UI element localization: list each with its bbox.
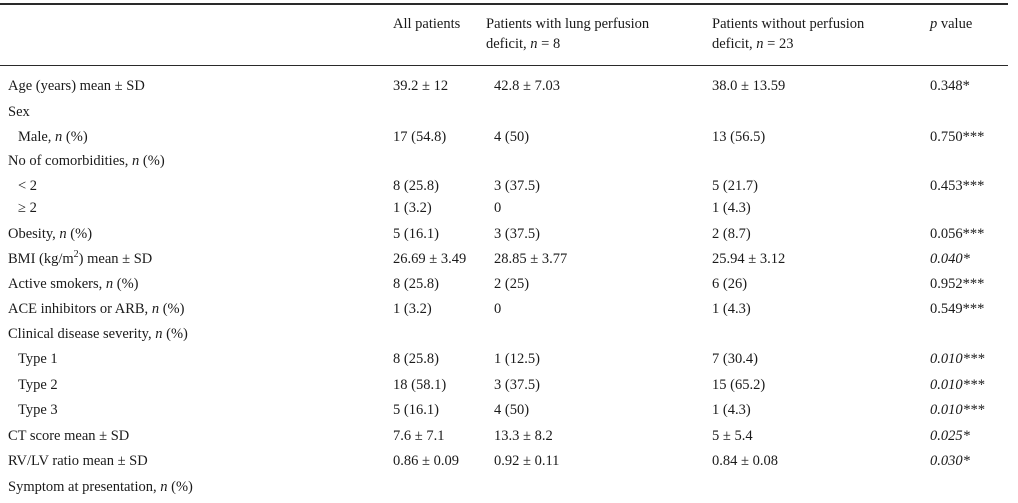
table-row-age: Age (years) mean ± SD 39.2 ± 12 42.8 ± 7… — [0, 75, 1008, 97]
cell-p: 0.750*** — [930, 129, 985, 145]
cell-with: 3 (37.5) — [494, 377, 540, 393]
table-row-ct-score: CT score mean ± SD 7.6 ± 7.1 13.3 ± 8.2 … — [0, 425, 1008, 447]
cell-with: 0 — [494, 301, 502, 317]
row-label: Clinical disease severity, n (%) — [8, 326, 188, 342]
table-row-male: Male, n (%) 17 (54.8) 4 (50) 13 (56.5) 0… — [0, 126, 1008, 148]
row-label: No of comorbidities, n (%) — [8, 153, 165, 169]
cell-without: 38.0 ± 13.59 — [712, 78, 786, 94]
cell-all: 8 (25.8) — [393, 276, 439, 292]
cell-with: 0.92 ± 0.11 — [494, 453, 560, 469]
cell-without: 1 (4.3) — [712, 402, 751, 418]
header-rule — [0, 65, 1008, 66]
table-row-obesity: Obesity, n (%) 5 (16.1) 3 (37.5) 2 (8.7)… — [0, 223, 1008, 245]
cell-with: 28.85 ± 3.77 — [494, 251, 568, 267]
cell-p: 0.453*** — [930, 178, 985, 194]
row-label: ≥ 2 — [18, 200, 37, 216]
cell-with: 4 (50) — [494, 129, 530, 145]
table-row-type-3: Type 3 5 (16.1) 4 (50) 1 (4.3) 0.010*** — [0, 399, 1008, 421]
table-top-rule — [0, 3, 1008, 5]
cell-without: 0.84 ± 0.08 — [712, 453, 778, 469]
cell-p: 0.010*** — [930, 377, 985, 393]
header-all-patients: All patients — [393, 16, 461, 32]
cell-all: 7.6 ± 7.1 — [393, 428, 445, 444]
row-label: Obesity, n (%) — [8, 226, 93, 242]
header-with-line1: Patients with lung perfusion — [486, 16, 650, 32]
cell-with: 3 (37.5) — [494, 226, 540, 242]
table-row-bmi: BMI (kg/m2) mean ± SD 26.69 ± 3.49 28.85… — [0, 248, 1008, 270]
table-row-comorbidities-ge2: ≥ 2 1 (3.2) 0 1 (4.3) — [0, 197, 1008, 219]
cell-with: 2 (25) — [494, 276, 530, 292]
row-label: < 2 — [18, 178, 38, 194]
row-label: Type 1 — [18, 351, 58, 367]
table-row-type-2: Type 2 18 (58.1) 3 (37.5) 15 (65.2) 0.01… — [0, 374, 1008, 396]
table-row-clinical-severity: Clinical disease severity, n (%) — [0, 323, 1008, 345]
row-label: Type 2 — [18, 377, 58, 393]
cell-without: 1 (4.3) — [712, 301, 751, 317]
cell-p: 0.056*** — [930, 226, 985, 242]
table-row-rv-lv-ratio: RV/LV ratio mean ± SD 0.86 ± 0.09 0.92 ±… — [0, 450, 1008, 472]
row-label: Sex — [8, 104, 30, 120]
cell-without: 6 (26) — [712, 276, 748, 292]
header-with-perfusion-deficit: Patients with lung perfusion deficit, n … — [486, 14, 649, 54]
cell-without: 5 (21.7) — [712, 178, 758, 194]
header-without-line1: Patients without perfusion — [712, 16, 865, 32]
row-label: ACE inhibitors or ARB, n (%) — [8, 301, 185, 317]
cell-p: 0.040* — [930, 251, 970, 267]
cell-p: 0.010*** — [930, 402, 985, 418]
row-label: CT score mean ± SD — [8, 428, 130, 444]
table-row-sex: Sex — [0, 101, 1008, 123]
cell-without: 1 (4.3) — [712, 200, 751, 216]
header-without-line2: deficit, n = 23 — [712, 36, 794, 52]
cell-all: 18 (58.1) — [393, 377, 447, 393]
row-label: Active smokers, n (%) — [8, 276, 139, 292]
cell-all: 1 (3.2) — [393, 301, 432, 317]
cell-p: 0.025* — [930, 428, 970, 444]
cell-all: 8 (25.8) — [393, 178, 439, 194]
cell-with: 4 (50) — [494, 402, 530, 418]
table-row-ace-inhibitors: ACE inhibitors or ARB, n (%) 1 (3.2) 0 1… — [0, 298, 1008, 320]
row-label: Age (years) mean ± SD — [8, 78, 145, 94]
cell-all: 0.86 ± 0.09 — [393, 453, 459, 469]
cell-without: 15 (65.2) — [712, 377, 766, 393]
row-label: BMI (kg/m2) mean ± SD — [8, 249, 153, 267]
table-row-type-1: Type 1 8 (25.8) 1 (12.5) 7 (30.4) 0.010*… — [0, 348, 1008, 370]
row-label: RV/LV ratio mean ± SD — [8, 453, 148, 469]
header-without-perfusion-deficit: Patients without perfusion deficit, n = … — [712, 14, 864, 54]
cell-p: 0.549*** — [930, 301, 985, 317]
cell-without: 2 (8.7) — [712, 226, 751, 242]
cell-all: 5 (16.1) — [393, 402, 439, 418]
cell-all: 17 (54.8) — [393, 129, 447, 145]
cell-all: 5 (16.1) — [393, 226, 439, 242]
row-label: Symptom at presentation, n (%) — [8, 479, 193, 495]
cell-p: 0.010*** — [930, 351, 985, 367]
table-row-active-smokers: Active smokers, n (%) 8 (25.8) 2 (25) 6 … — [0, 273, 1008, 295]
row-label: Male, n (%) — [18, 129, 88, 145]
cell-all: 26.69 ± 3.49 — [393, 251, 467, 267]
header-p-value: p value — [930, 16, 973, 32]
cell-p: 0.348* — [930, 78, 970, 94]
cell-with: 3 (37.5) — [494, 178, 540, 194]
cell-without: 7 (30.4) — [712, 351, 758, 367]
cell-all: 39.2 ± 12 — [393, 78, 449, 94]
table-row-symptom: Symptom at presentation, n (%) — [0, 476, 1008, 498]
cell-without: 13 (56.5) — [712, 129, 766, 145]
cell-all: 1 (3.2) — [393, 200, 432, 216]
table-row-comorbidities-lt2: < 2 8 (25.8) 3 (37.5) 5 (21.7) 0.453*** — [0, 175, 1008, 197]
cell-with: 13.3 ± 8.2 — [494, 428, 553, 444]
cell-with: 0 — [494, 200, 502, 216]
cell-p: 0.952*** — [930, 276, 985, 292]
cell-with: 1 (12.5) — [494, 351, 540, 367]
header-with-line2: deficit, n = 8 — [486, 36, 561, 52]
cell-all: 8 (25.8) — [393, 351, 439, 367]
cell-without: 25.94 ± 3.12 — [712, 251, 786, 267]
table-row-comorbidities: No of comorbidities, n (%) — [0, 150, 1008, 172]
cell-without: 5 ± 5.4 — [712, 428, 753, 444]
cell-p: 0.030* — [930, 453, 970, 469]
row-label: Type 3 — [18, 402, 58, 418]
cell-with: 42.8 ± 7.03 — [494, 78, 560, 94]
